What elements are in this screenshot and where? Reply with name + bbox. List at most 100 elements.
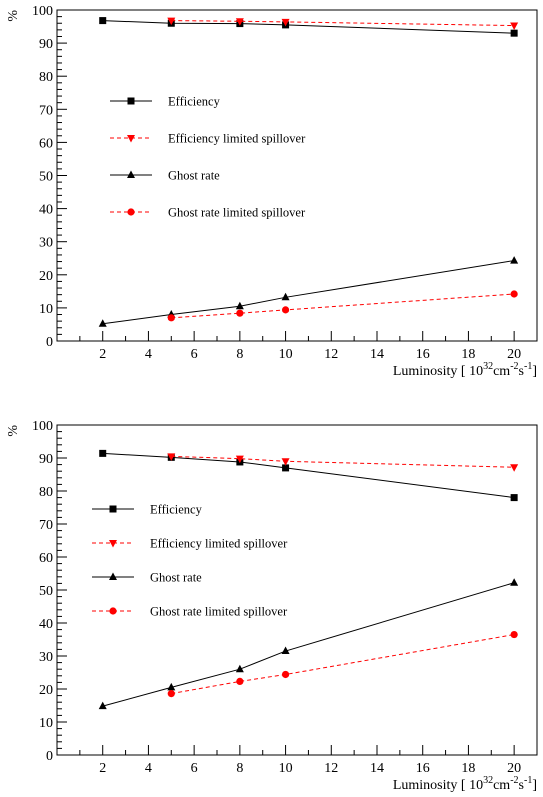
series-efficiency (99, 449, 518, 502)
x-tick-label: 12 (324, 761, 338, 776)
x-tick-label: 10 (279, 761, 293, 776)
data-point (281, 670, 290, 679)
data-point (167, 17, 176, 26)
y-tick-label: 50 (39, 584, 53, 599)
y-tick-label: 50 (39, 170, 53, 185)
data-point (98, 319, 107, 327)
y-tick-label: 100 (32, 419, 53, 434)
x-tick-label: 2 (99, 761, 106, 776)
series-efficiency-limited-spillover (167, 17, 519, 31)
series-line (102, 20, 515, 34)
legend-label: Ghost rate (168, 169, 220, 183)
data-point (510, 29, 518, 37)
y-axis-title: % (6, 425, 21, 437)
data-point (235, 455, 244, 464)
x-tick-label: 2 (99, 347, 106, 362)
data-point (167, 453, 176, 461)
y-tick-label: 90 (39, 452, 53, 467)
data-point (510, 464, 519, 472)
series-line (102, 452, 515, 499)
data-point (235, 301, 244, 310)
legend-marker (109, 572, 117, 580)
x-tick-label: 16 (416, 761, 430, 776)
x-tick-label: 8 (236, 347, 243, 362)
x-tick-label: 4 (145, 347, 152, 362)
series-efficiency (99, 17, 518, 37)
x-tick-label: 20 (507, 347, 521, 362)
data-point (235, 664, 244, 673)
x-tick-label: 8 (236, 761, 243, 776)
legend: Efficiency Efficiency limited spillover Gh… (92, 503, 288, 619)
chart-top: 0 10 20 30 40 50 60 70 80 90 100 2 4 6 8 10 12 14 16 18 20% L… (6, 4, 538, 379)
chart-bottom: 0 10 20 30 40 50 60 70 80 90 100 2 4 6 8 10 12 14 16 18 20% L… (6, 419, 538, 793)
data-point (281, 292, 290, 301)
y-tick-label: 100 (32, 4, 53, 19)
legend-marker (109, 505, 117, 513)
x-tick-label: 14 (370, 347, 384, 362)
data-point (281, 18, 290, 27)
legend-marker (127, 208, 135, 216)
y-axis-title: % (6, 10, 21, 22)
x-tick-label: 18 (461, 347, 475, 362)
legend-marker (127, 135, 135, 143)
data-point (99, 17, 107, 25)
data-point (510, 494, 518, 502)
y-tick-label: 0 (46, 335, 53, 350)
series-ghost-rate-limited-spillover (167, 630, 518, 698)
series-line (171, 455, 515, 468)
data-point (282, 464, 290, 472)
x-tick-label: 6 (191, 347, 198, 362)
data-point (236, 309, 244, 317)
data-point (167, 314, 175, 322)
x-tick-label: 18 (461, 761, 475, 776)
x-axis-title: Luminosity [ 1032cm-2s-1] (393, 361, 537, 379)
data-point (281, 458, 290, 466)
data-point (281, 646, 290, 655)
y-tick-label: 30 (39, 650, 53, 665)
series-line (171, 293, 515, 319)
series-ghost-rate-limited-spillover (167, 290, 518, 322)
data-point (510, 256, 519, 264)
y-tick-label: 0 (46, 749, 53, 764)
x-axis-title: Luminosity [ 1032cm-2s-1] (393, 775, 537, 792)
y-tick-label: 60 (39, 551, 53, 566)
x-tick-label: 4 (145, 761, 152, 776)
data-point (98, 701, 107, 710)
y-tick-label: 40 (39, 203, 53, 218)
data-point (510, 290, 518, 298)
y-tick-label: 70 (39, 518, 53, 533)
y-tick-label: 20 (39, 683, 53, 698)
data-point (235, 18, 244, 26)
legend-label: Ghost rate limited spillover (168, 206, 306, 220)
x-tick-label: 16 (416, 347, 430, 362)
y-tick-label: 70 (39, 103, 53, 118)
x-tick-label: 20 (507, 761, 521, 776)
legend-marker (127, 97, 135, 105)
legend-label: Ghost rate limited spillover (150, 605, 288, 619)
legend-marker (109, 607, 117, 615)
x-tick-label: 6 (191, 761, 198, 776)
legend-label: Efficiency limited spillover (150, 537, 288, 551)
series-line (171, 634, 515, 695)
series-line (102, 582, 515, 707)
legend-label: Efficiency limited spillover (168, 132, 306, 146)
data-point (281, 306, 290, 314)
legend: Efficiency Efficiency limited spillover Gh… (110, 95, 306, 220)
y-tick-label: 90 (39, 37, 53, 52)
series-ghost-rate (98, 256, 519, 327)
series-ghost-rate (98, 578, 519, 710)
data-point (236, 677, 244, 686)
legend-label: Efficiency (150, 503, 203, 517)
legend-label: Ghost rate (150, 571, 202, 585)
series-line (102, 260, 515, 325)
data-point (167, 690, 175, 698)
series-line (171, 20, 515, 27)
y-tick-label: 10 (39, 716, 53, 731)
y-tick-label: 30 (39, 236, 53, 251)
y-tick-label: 10 (39, 302, 53, 317)
x-tick-label: 10 (279, 347, 293, 362)
data-point (510, 578, 519, 586)
data-point (510, 630, 518, 639)
plot-frame (56, 424, 538, 756)
